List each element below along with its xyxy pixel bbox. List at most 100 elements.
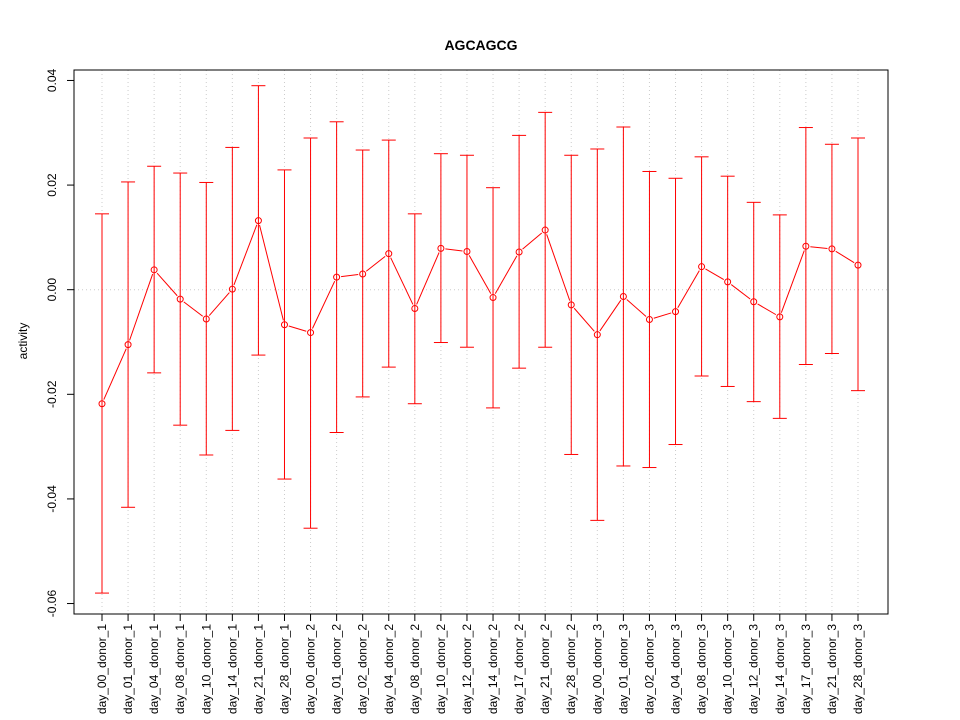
series-line-segment [468, 255, 492, 294]
series-line-segment [312, 280, 336, 329]
x-tick-label: day_28_donor_1 [277, 624, 291, 714]
data-point [333, 273, 341, 281]
x-tick-label: day_12_donor_3 [747, 624, 761, 714]
data-point [359, 270, 367, 278]
data-point [385, 250, 393, 258]
series-line-segment [390, 257, 414, 305]
series-line-segment [626, 299, 647, 317]
x-tick-label: day_21_donor_3 [825, 624, 839, 714]
data-point [463, 248, 471, 256]
x-tick-label: day_08_donor_1 [173, 624, 187, 714]
data-point [724, 278, 732, 286]
data-point [698, 263, 706, 271]
series-line-segment [677, 270, 700, 309]
series-line-segment [103, 348, 127, 400]
x-tick-label: day_01_donor_2 [330, 624, 344, 714]
x-tick-label: day_21_donor_2 [538, 624, 552, 714]
data-point [437, 244, 445, 252]
data-point [124, 341, 132, 349]
y-tick-label: 0.02 [45, 173, 59, 197]
data-point [98, 400, 106, 408]
y-tick-label: -0.02 [45, 380, 59, 408]
x-tick-label: day_04_donor_2 [382, 624, 396, 714]
series-line-segment [156, 272, 178, 297]
grid-lines [74, 70, 888, 614]
data-point [672, 308, 680, 316]
y-tick-label: 0.04 [45, 68, 59, 92]
x-tick-label: day_08_donor_2 [408, 624, 422, 714]
series-line-segment [730, 284, 751, 300]
series-line-segment [288, 325, 307, 332]
chart-title: AGCAGCG [444, 37, 517, 53]
data-point [750, 298, 758, 306]
series-line-segment [546, 234, 571, 301]
x-tick-label: day_00_donor_2 [304, 624, 318, 714]
y-axis-label: activity [16, 323, 30, 360]
series-line-segment [522, 232, 543, 250]
series-line-segment [599, 299, 622, 332]
x-tick-label: day_12_donor_2 [460, 624, 474, 714]
x-tick-label: day_14_donor_3 [773, 624, 787, 714]
data-point [567, 301, 575, 309]
series-line-segment [183, 301, 204, 317]
x-tick-label: day_01_donor_3 [616, 624, 630, 714]
series-line-segment [757, 303, 777, 316]
data-point [802, 242, 810, 250]
series-line-segment [780, 250, 805, 313]
x-tick-label: day_14_donor_1 [225, 624, 239, 714]
x-tick-label: day_04_donor_1 [147, 624, 161, 714]
data-point [150, 266, 158, 274]
data-point [307, 329, 315, 337]
series-line-segment [129, 273, 154, 341]
y-tick-label: 0.00 [45, 278, 59, 302]
data-point [202, 315, 210, 323]
series-line-segment [233, 224, 258, 286]
x-tick-label: day_21_donor_1 [251, 624, 265, 714]
data-point [489, 294, 497, 302]
x-tick-label: day_17_donor_3 [799, 624, 813, 714]
data-point [776, 313, 784, 321]
data-point [593, 331, 601, 339]
x-tick-label: day_28_donor_3 [851, 624, 865, 714]
data-point [645, 316, 653, 324]
axes: -0.06 -0.04 -0.02 0.00 0.02 0.04 day_00_donor_… [45, 68, 865, 714]
data-point [176, 295, 184, 303]
x-tick-label: day_02_donor_3 [642, 624, 656, 714]
series-line-segment [208, 292, 230, 316]
data-point [854, 261, 862, 269]
series-line-segment [705, 268, 725, 281]
data-point [254, 217, 262, 225]
plot-frame [73, 69, 889, 615]
data-point [411, 305, 419, 313]
y-tick-label: -0.04 [45, 485, 59, 513]
x-tick-label: day_04_donor_3 [669, 624, 683, 714]
series-line-segment [365, 255, 386, 272]
series-line-segment [810, 246, 828, 249]
series-activity [95, 85, 865, 594]
data-point [541, 226, 549, 234]
x-tick-label: day_00_donor_3 [590, 624, 604, 714]
x-tick-label: day_00_donor_1 [95, 624, 109, 714]
x-tick-label: day_02_donor_2 [356, 624, 370, 714]
series-line-segment [445, 248, 463, 252]
data-point [515, 248, 523, 256]
data-point [280, 321, 288, 329]
x-tick-label: day_01_donor_1 [121, 624, 135, 714]
series-line-segment [573, 307, 595, 332]
series-line-segment [416, 252, 440, 305]
y-tick-label: -0.06 [45, 590, 59, 618]
x-tick-label: day_10_donor_3 [721, 624, 735, 714]
x-tick-label: day_28_donor_2 [564, 624, 578, 714]
series-line-segment [494, 255, 518, 294]
series-line-segment [259, 224, 284, 321]
data-point [828, 245, 836, 253]
data-point [619, 292, 627, 300]
x-tick-label: day_08_donor_3 [695, 624, 709, 714]
x-tick-label: day_14_donor_2 [486, 624, 500, 714]
x-tick-label: day_17_donor_2 [512, 624, 526, 714]
x-tick-label: day_10_donor_2 [434, 624, 448, 714]
series-line-segment [341, 274, 359, 278]
series-line-segment [653, 312, 672, 319]
data-point [228, 285, 236, 293]
